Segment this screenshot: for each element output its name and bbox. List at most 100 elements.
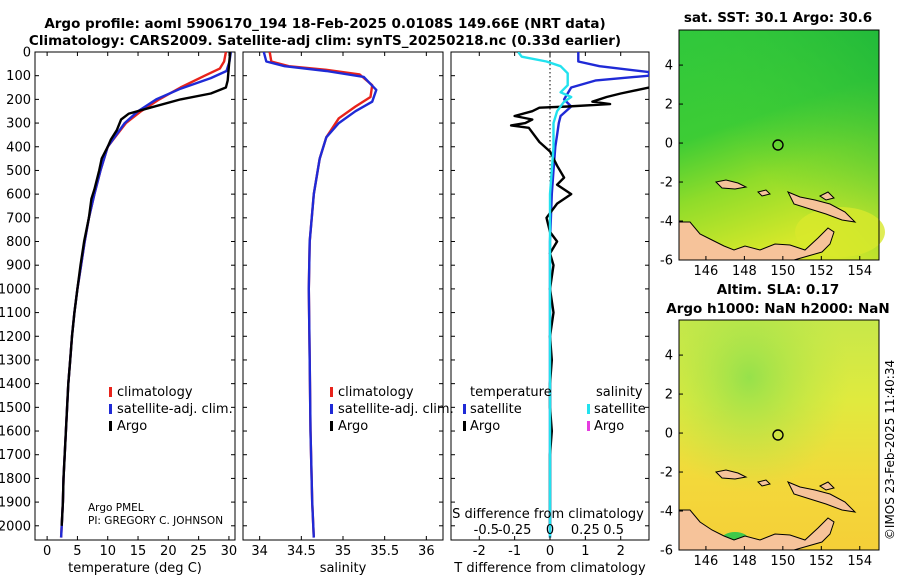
- map-y-tick-label: 4: [665, 349, 673, 364]
- series-line-t-argo: [509, 86, 649, 526]
- salinity-x-ticks: 34 34.5 35 35.5 36: [251, 52, 435, 559]
- map-y-tick-label: 2: [665, 98, 673, 113]
- depth-tick-label: 1800: [0, 472, 31, 487]
- sla-map-field-overlay: [679, 320, 879, 550]
- pi-note-line1: Argo PMEL: [88, 502, 144, 514]
- map-x-tick-label: 150: [770, 554, 795, 569]
- x-tick-label: 34: [251, 544, 268, 559]
- x-tick-label: -2: [473, 544, 486, 559]
- sla-argo-location-marker: [772, 429, 784, 441]
- legend-swatch-argo: [330, 421, 333, 431]
- top-tick-label: -0.5: [474, 523, 499, 538]
- x-tick-label: 35.5: [370, 544, 399, 559]
- legend-title-salinity: salinity: [596, 385, 643, 400]
- x-tick-label: 15: [130, 544, 147, 559]
- map-y-tick-label: 0: [665, 427, 673, 442]
- sst-land-new-britain: [786, 191, 857, 223]
- depth-tick-label: 1500: [0, 401, 31, 416]
- map-x-tick-label: 146: [694, 264, 719, 279]
- map-x-tick-label: 152: [809, 264, 834, 279]
- salinity-panel: [242, 51, 444, 541]
- depth-tick-label: 1100: [0, 306, 31, 321]
- legend-title-temperature: temperature: [470, 385, 552, 400]
- x-tick-label: 30: [221, 544, 238, 559]
- map-y-tick-label: 4: [665, 59, 673, 74]
- sst-land-islands: [714, 179, 835, 201]
- x-tick-label: 5: [73, 544, 81, 559]
- legend-swatch-t-satellite: [463, 404, 466, 414]
- salinity-series: [262, 52, 378, 538]
- map-y-tick-label: -6: [660, 544, 673, 559]
- top-tick-label: 0.25: [571, 523, 600, 538]
- depth-tick-label: 1300: [0, 353, 31, 368]
- map-x-tick-label: 150: [770, 264, 795, 279]
- sst-land-new-guinea: [678, 221, 835, 261]
- map-y-tick-label: 2: [665, 388, 673, 403]
- x-tick-label: 0: [546, 544, 554, 559]
- sst-map-y-ticks: 4 2 0 -2 -4 -6: [660, 59, 683, 269]
- series-line-climatology: [59, 52, 228, 538]
- x-tick-label: 20: [160, 544, 177, 559]
- map-x-tick-label: 154: [847, 264, 872, 279]
- x-tick-label: 35: [335, 544, 352, 559]
- difference-salinity-legend: salinity satellite Argo: [587, 385, 646, 434]
- x-tick-label: 1: [581, 544, 589, 559]
- x-tick-label: 25: [190, 544, 207, 559]
- series-line-climatology: [268, 52, 374, 538]
- temperature-axes-frame: [34, 51, 236, 541]
- legend-swatch-satellite: [330, 404, 333, 414]
- depth-tick-label: 1900: [0, 496, 31, 511]
- x-tick-label: -1: [508, 544, 521, 559]
- depth-tick-label: 0: [23, 46, 31, 61]
- depth-tick-label: 2000: [0, 519, 31, 534]
- legend-swatch-climatology: [330, 387, 333, 397]
- difference-top-ticks: -0.5-0.25 0 0.25 0.5: [474, 523, 624, 538]
- depth-axis: 0 100 200 300 400 500 600 700 800 900 1000 1100 1200…: [0, 46, 649, 534]
- legend-label-climatology: climatology: [117, 385, 193, 400]
- map-y-tick-label: -4: [660, 215, 673, 230]
- x-tick-label: 10: [99, 544, 116, 559]
- sla-land-new-britain: [786, 481, 857, 513]
- legend-label-s-argo: Argo: [594, 419, 624, 434]
- figure-title-line2: Climatology: CARS2009. Satellite-adj cli…: [29, 33, 621, 49]
- difference-top-label: S difference from climatology: [452, 507, 644, 522]
- depth-tick-label: 1200: [0, 330, 31, 345]
- top-tick-label: 0: [546, 523, 554, 538]
- imos-watermark: ©IMOS 23-Feb-2025 11:40:34: [883, 360, 897, 540]
- top-tick-label: 0.5: [603, 523, 624, 538]
- legend-label-t-satellite: satellite: [470, 402, 522, 417]
- depth-tick-label: 400: [6, 140, 31, 155]
- difference-series: [509, 52, 649, 540]
- top-tick-label: -0.25: [498, 523, 532, 538]
- series-line-satellite-adj-clim-: [262, 52, 378, 538]
- map-x-tick-label: 152: [809, 554, 834, 569]
- sla-land-new-guinea: [678, 509, 835, 551]
- legend-swatch-argo: [109, 421, 112, 431]
- depth-tick-label: 800: [6, 235, 31, 250]
- sst-map-x-ticks: 146 148 150 152 154: [694, 256, 872, 279]
- legend-label-satellite: satellite-adj. clim.: [117, 402, 233, 417]
- series-line-satellite-adj-clim-: [59, 52, 232, 538]
- salinity-axis-label: salinity: [320, 561, 367, 576]
- sst-map: sat. SST: 30.1 Argo: 30.6 146 148 150 152 15…: [660, 10, 885, 279]
- temperature-x-ticks: 0 5 10 15 20 25 30: [43, 52, 237, 559]
- legend-label-argo: Argo: [117, 419, 147, 434]
- legend-label-climatology: climatology: [338, 385, 414, 400]
- series-line-s-satellite: [517, 52, 573, 538]
- map-y-tick-label: 0: [665, 137, 673, 152]
- salinity-legend: climatology satellite-adj. clim. Argo: [330, 385, 454, 434]
- depth-tick-label: 200: [6, 93, 31, 108]
- map-x-tick-label: 146: [694, 554, 719, 569]
- map-y-tick-label: -6: [660, 254, 673, 269]
- depth-tick-label: 1600: [0, 425, 31, 440]
- legend-swatch-s-argo: [587, 421, 590, 431]
- depth-tick-label: 600: [6, 188, 31, 203]
- depth-tick-label: 100: [6, 69, 31, 84]
- temperature-legend: climatology satellite-adj. clim. Argo: [109, 385, 233, 434]
- difference-x-ticks: -2 -1 0 1 2: [473, 52, 625, 559]
- x-tick-label: 34.5: [287, 544, 316, 559]
- map-x-tick-label: 148: [732, 554, 757, 569]
- legend-swatch-climatology: [109, 387, 112, 397]
- temperature-series: [59, 52, 232, 538]
